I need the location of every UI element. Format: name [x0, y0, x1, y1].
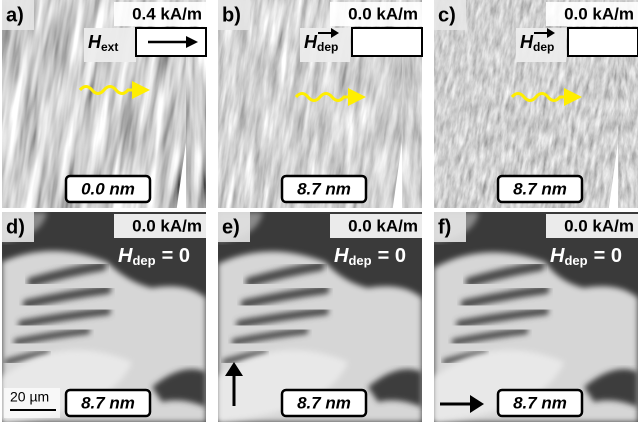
- panel-label: c): [438, 4, 456, 26]
- h-symbol: H: [520, 32, 534, 52]
- field-value: 0.0 kA/m: [348, 216, 418, 235]
- field-value: 0.4 kA/m: [132, 4, 202, 23]
- h-subscript: dep: [564, 253, 587, 268]
- h-subscript: ext: [101, 40, 118, 54]
- h-symbol: H: [550, 245, 565, 267]
- figure: a) 0.4 kA/m Hext 0.0 nm b) 0.0 kA/m Hdep 8.7 nm…: [0, 0, 638, 422]
- panel-label: d): [6, 216, 25, 238]
- h-symbol: H: [88, 32, 102, 52]
- thickness-label: 8.7 nm: [81, 393, 135, 412]
- h-symbol: H: [304, 32, 318, 52]
- h-subscript: dep: [317, 40, 338, 54]
- field-value: 0.0 kA/m: [348, 4, 418, 23]
- h-subscript: dep: [533, 40, 554, 54]
- h-subscript: dep: [348, 253, 371, 268]
- panel: f) 0.0 kA/m Hdep = 0 8.7 nm: [434, 212, 638, 422]
- panel: c) 0.0 kA/m Hdep 8.7 nm: [405, 0, 638, 208]
- panel-label: f): [438, 216, 451, 238]
- panel: e) 0.0 kA/m Hdep = 0 8.7 nm: [218, 212, 422, 422]
- h-value: = 0: [378, 245, 406, 267]
- h-symbol: H: [334, 245, 349, 267]
- field-value: 0.0 kA/m: [564, 4, 634, 23]
- panel: d) 0.0 kA/m Hdep = 0 8.7 nm 20 µm: [2, 212, 206, 422]
- thickness-label: 8.7 nm: [297, 179, 351, 198]
- field-value: 0.0 kA/m: [564, 216, 634, 235]
- panel-label: e): [222, 216, 240, 238]
- thickness-label: 8.7 nm: [513, 179, 567, 198]
- panel: b) 0.0 kA/m Hdep 8.7 nm: [189, 0, 442, 208]
- panel-label: a): [6, 4, 24, 26]
- h-value: = 0: [594, 245, 622, 267]
- thickness-label: 8.7 nm: [513, 393, 567, 412]
- thickness-label: 0.0 nm: [81, 179, 135, 198]
- field-box: [352, 28, 422, 56]
- field-value: 0.0 kA/m: [132, 216, 202, 235]
- h-subscript: dep: [132, 253, 155, 268]
- scale-bar-label: 20 µm: [10, 389, 49, 405]
- panel: a) 0.4 kA/m Hext 0.0 nm: [0, 0, 226, 208]
- h-symbol: H: [118, 245, 133, 267]
- h-value: = 0: [162, 245, 190, 267]
- thickness-label: 8.7 nm: [297, 393, 351, 412]
- panel-label: b): [222, 4, 241, 26]
- field-box: [568, 28, 638, 56]
